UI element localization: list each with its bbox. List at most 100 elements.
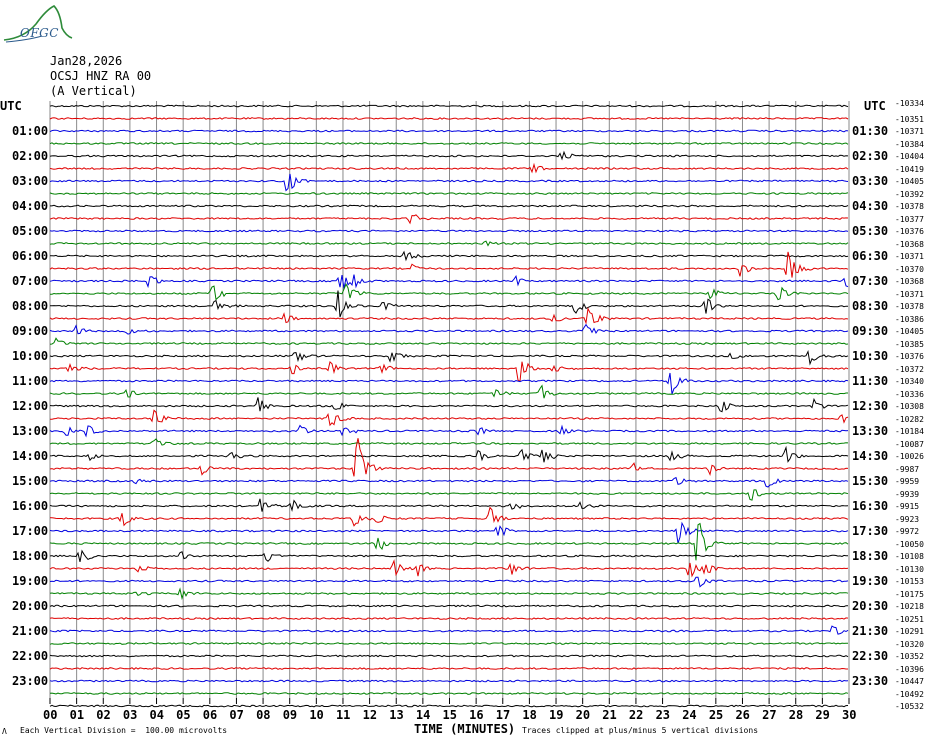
dc-offset-label: -10130 bbox=[895, 564, 924, 574]
right-hour-label: 11:30 bbox=[852, 374, 889, 388]
x-tick-label: 11 bbox=[335, 708, 351, 722]
left-hour-label: 01:00 bbox=[12, 124, 49, 138]
utc-left-label: UTC bbox=[0, 99, 22, 113]
left-hour-label: 05:00 bbox=[12, 224, 49, 238]
left-hour-label: 16:00 bbox=[12, 499, 49, 513]
dc-offset-label: -10385 bbox=[895, 339, 924, 349]
trace-line bbox=[50, 204, 849, 208]
trace-line bbox=[49, 372, 849, 395]
x-tick-label: 00 bbox=[43, 708, 58, 722]
x-tick-label: 29 bbox=[815, 708, 830, 722]
right-hour-label: 14:30 bbox=[852, 449, 889, 463]
x-tick-label: 18 bbox=[522, 708, 537, 722]
dc-offset-label: -10175 bbox=[895, 589, 924, 599]
trace-line bbox=[49, 349, 849, 366]
trace-line bbox=[49, 642, 848, 645]
trace-line bbox=[49, 476, 849, 488]
x-tick-label: 22 bbox=[628, 708, 644, 722]
trace-line bbox=[49, 307, 849, 325]
left-hour-label: 15:00 bbox=[12, 474, 49, 488]
right-hour-label: 13:30 bbox=[852, 424, 889, 438]
trace-line bbox=[49, 559, 849, 578]
dc-offset-label: -10368 bbox=[895, 277, 924, 286]
left-hour-label: 03:00 bbox=[12, 174, 49, 188]
dc-offset-label: -10218 bbox=[895, 602, 924, 611]
trace-line bbox=[49, 150, 849, 161]
left-hour-label: 06:00 bbox=[12, 249, 49, 263]
right-hour-label: 21:30 bbox=[852, 624, 889, 638]
x-tick-label: 04 bbox=[149, 708, 164, 722]
x-tick-label: 30 bbox=[842, 708, 857, 722]
left-hour-label: 02:00 bbox=[12, 149, 49, 163]
x-tick-label: 07 bbox=[229, 708, 244, 722]
left-hour-label: 10:00 bbox=[12, 349, 49, 363]
dc-offset-label: -10153 bbox=[895, 577, 924, 586]
trace-line bbox=[49, 162, 849, 174]
x-tick-label: 13 bbox=[389, 708, 404, 722]
dc-offset-label: -10447 bbox=[895, 677, 924, 686]
dc-offset-label: -9987 bbox=[895, 464, 920, 474]
footer-scale-note: Each Vertical Division = 100.00 microvol… bbox=[20, 726, 228, 735]
header-component: (A Vertical) bbox=[50, 84, 137, 98]
trace-line bbox=[49, 240, 849, 247]
trace-line bbox=[49, 274, 849, 289]
left-hour-label: 07:00 bbox=[12, 274, 49, 288]
x-axis-ticks bbox=[49, 698, 850, 704]
x-tick-label: 02 bbox=[96, 708, 111, 722]
left-hour-label: 04:00 bbox=[12, 199, 49, 213]
trace-line bbox=[49, 521, 849, 544]
x-tick-label: 19 bbox=[549, 708, 564, 722]
dc-offset-label: -10351 bbox=[895, 114, 924, 124]
x-tick-label: 27 bbox=[762, 708, 777, 722]
trace-line bbox=[49, 654, 849, 658]
right-hour-label: 19:30 bbox=[852, 574, 889, 588]
dc-offset-label: -10419 bbox=[895, 164, 924, 174]
right-hour-label: 07:30 bbox=[852, 274, 889, 288]
seismic-traces bbox=[49, 104, 849, 708]
trace-line bbox=[49, 142, 849, 145]
trace-line bbox=[49, 290, 848, 318]
right-hour-label: 06:30 bbox=[852, 249, 889, 263]
trace-line bbox=[49, 337, 849, 345]
dc-offset-label: -10532 bbox=[895, 702, 924, 711]
dc-offset-label: -10376 bbox=[895, 352, 924, 361]
trace-line bbox=[49, 679, 849, 683]
right-hour-label: 03:30 bbox=[852, 174, 889, 188]
left-hour-label: 19:00 bbox=[12, 574, 49, 588]
vertical-grid bbox=[49, 101, 850, 698]
x-tick-label: 20 bbox=[575, 708, 591, 722]
dc-offset-label: -10371 bbox=[895, 289, 924, 299]
left-hour-label: 22:00 bbox=[12, 649, 49, 663]
dc-offset-label: -10377 bbox=[895, 214, 924, 224]
left-hour-label: 17:00 bbox=[12, 524, 49, 538]
dc-offset-label: -9939 bbox=[895, 489, 920, 499]
x-tick-label: 14 bbox=[415, 708, 431, 722]
trace-line bbox=[49, 173, 849, 192]
dc-offset-label: -10108 bbox=[895, 552, 924, 561]
dc-offset-label: -10404 bbox=[895, 152, 924, 161]
dc-offset-label: -10396 bbox=[895, 664, 924, 674]
trace-line bbox=[49, 489, 849, 501]
right-hour-label: 04:30 bbox=[852, 199, 889, 213]
dc-offset-label: -10392 bbox=[895, 189, 924, 199]
trace-line bbox=[49, 625, 849, 635]
dc-offset-label: -10050 bbox=[895, 539, 924, 549]
trace-line bbox=[49, 438, 849, 477]
dc-offset-label: -10087 bbox=[895, 439, 924, 449]
left-hour-label: 18:00 bbox=[12, 549, 49, 563]
trace-line bbox=[49, 229, 849, 233]
right-hour-label: 10:30 bbox=[852, 349, 889, 363]
trace-line bbox=[49, 397, 849, 413]
x-tick-label: 21 bbox=[602, 708, 617, 722]
dc-offset-label: -10336 bbox=[895, 389, 924, 399]
trace-line bbox=[49, 214, 849, 225]
x-tick-label: 25 bbox=[708, 708, 724, 722]
dc-offset-label: -10308 bbox=[895, 402, 924, 411]
x-tick-label: 09 bbox=[282, 708, 298, 722]
left-hour-label: 09:00 bbox=[12, 324, 49, 338]
dc-offset-label: -9915 bbox=[895, 502, 920, 511]
dc-offset-label: -10371 bbox=[895, 127, 924, 136]
trace-line bbox=[50, 283, 849, 301]
right-hour-label: 16:30 bbox=[852, 499, 889, 513]
left-hour-label: 13:00 bbox=[12, 424, 49, 438]
